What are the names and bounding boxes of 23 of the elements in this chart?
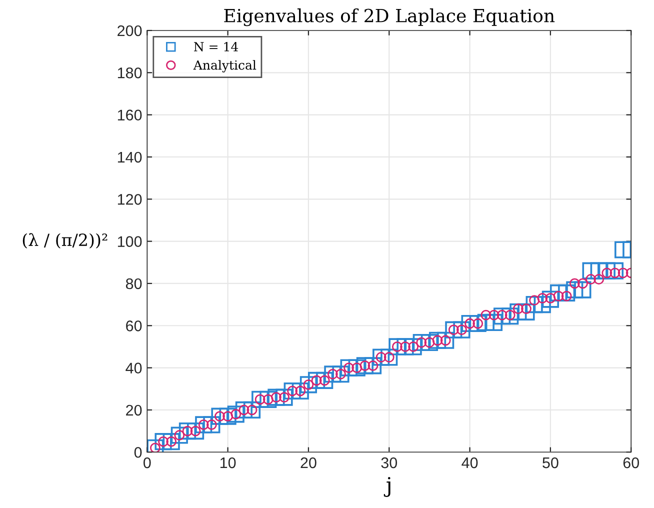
y-tick-label: 200	[118, 25, 142, 36]
y-tick-label: 120	[118, 194, 142, 205]
x-tick-label: 0	[144, 457, 151, 468]
x-tick-label: 50	[542, 457, 558, 468]
y-axis-title: (λ / (π/2))²	[22, 233, 108, 248]
y-tick-label: 180	[118, 68, 142, 78]
y-tick-label: 140	[118, 152, 142, 163]
y-tick-label: 80	[126, 278, 142, 290]
chart-title: Eigenvalues of 2D Laplace Equation	[224, 8, 555, 26]
x-tick-label: 40	[462, 457, 478, 468]
legend-label: N = 14	[194, 42, 238, 52]
y-tick-label: 160	[118, 110, 142, 120]
x-tick-label: 20	[300, 457, 316, 468]
legend-label: Analytical	[193, 60, 256, 72]
y-tick-label: 100	[118, 236, 142, 247]
x-tick-label: 30	[381, 457, 398, 468]
x-tick-label: 60	[623, 457, 640, 468]
y-tick-label: 0	[134, 446, 142, 458]
y-tick-label: 20	[126, 404, 142, 416]
x-axis-title: j	[384, 476, 390, 497]
y-tick-label: 40	[126, 362, 142, 374]
y-tick-label: 60	[126, 320, 142, 332]
x-tick-label: 10	[220, 457, 236, 468]
